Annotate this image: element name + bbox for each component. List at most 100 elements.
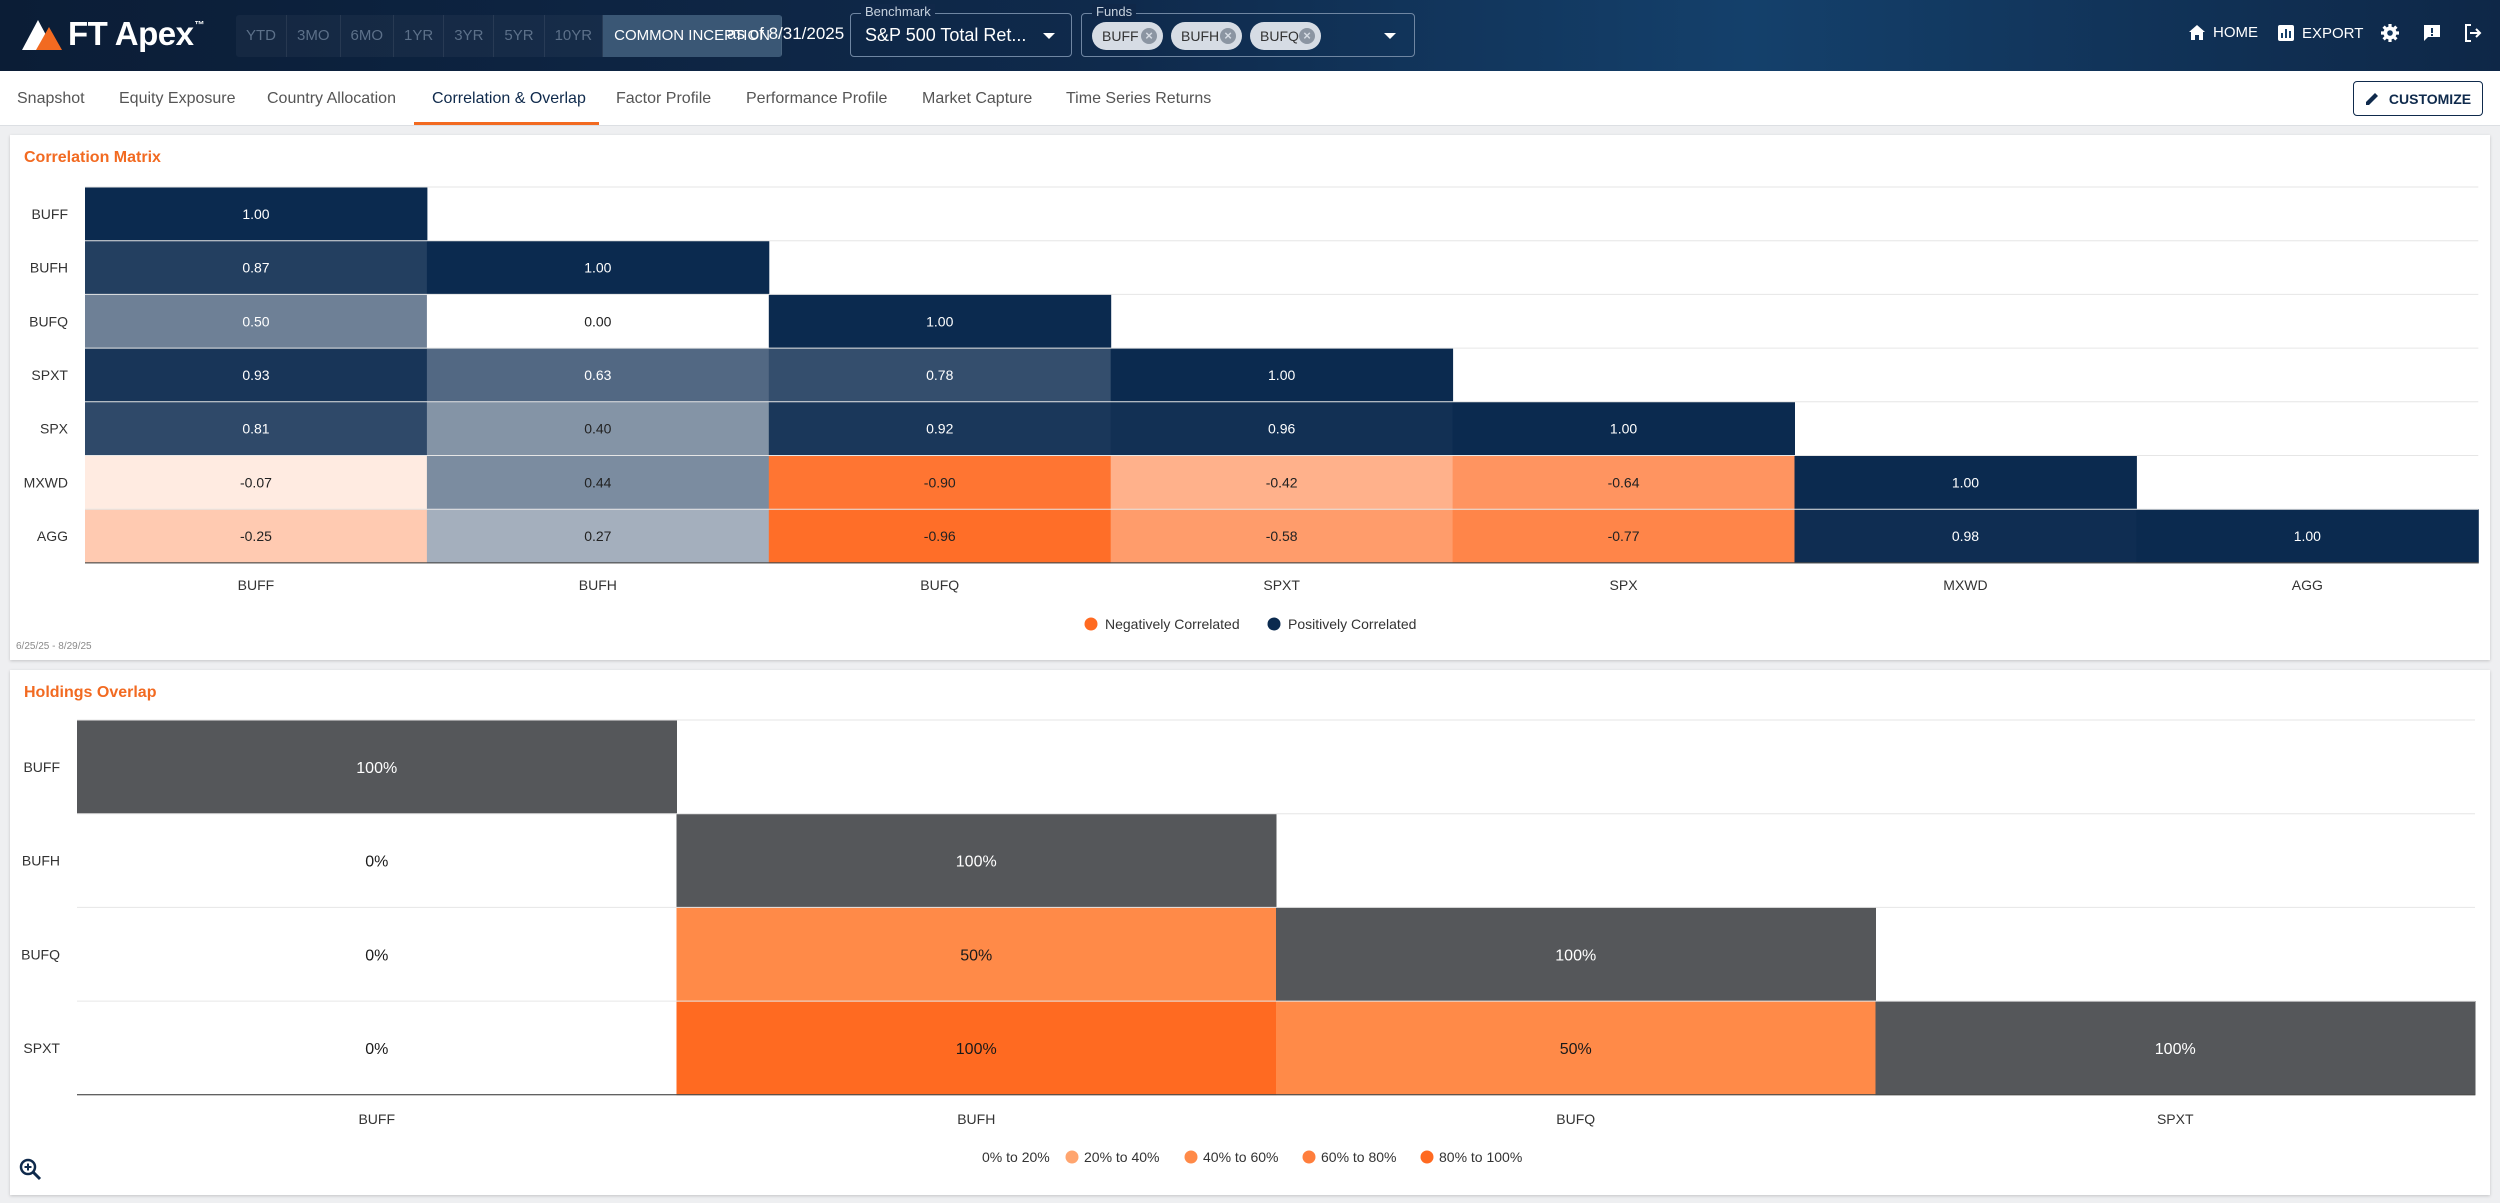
home-button[interactable]: HOME [2188,24,2258,41]
heatmap-cell [426,240,770,295]
period-3yr[interactable]: 3YR [444,15,495,57]
cell-value: 100% [356,760,397,777]
cell-value: 0% [365,947,388,964]
benchmark-value: S&P 500 Total Ret... [865,25,1027,45]
logo-mountain-icon [22,20,62,50]
zoom-icon[interactable] [18,1157,42,1181]
benchmark-select[interactable]: Benchmark S&P 500 Total Ret... [850,4,1072,57]
chevron-down-icon[interactable] [1384,33,1396,39]
tab-market-capture[interactable]: Market Capture [922,90,1033,107]
tab-correlation-overlap[interactable]: Correlation & Overlap [432,90,586,107]
heatmap-cell [676,1001,1277,1096]
legend-marker [1184,1150,1198,1164]
column-label: BUFH [957,1111,995,1127]
remove-chip-icon[interactable]: × [1141,28,1157,44]
legend-marker [1420,1150,1434,1164]
export-label: EXPORT [2302,24,2364,42]
heatmap-cell [1452,509,1795,564]
cell-value: 0.44 [584,474,611,490]
top-bar: FT Apex ™ YTD 3MO 6MO 1YR 3YR 5YR 10YR COMMON I… [0,0,2500,71]
period-common-inception[interactable]: COMMON INCEPTION [603,15,782,57]
funds-label: Funds [1092,4,1137,19]
period-5yr[interactable]: 5YR [494,15,545,57]
tab-performance-profile[interactable]: Performance Profile [746,90,888,107]
cell-value: 0.81 [242,421,269,437]
heatmap-cell [426,348,770,403]
funds-select[interactable]: Funds BUFF × BUFH × BUFQ × [1081,4,1415,57]
chevron-down-icon[interactable] [1043,33,1055,39]
heatmap-cell [1110,348,1454,403]
heatmap-cell [85,509,428,564]
export-button[interactable]: EXPORT [2277,24,2363,42]
date-range: 6/25/25 - 8/29/25 [16,641,92,652]
cell-value: 0.63 [584,367,611,383]
remove-chip-icon[interactable]: × [1299,28,1315,44]
fund-chip[interactable]: BUFQ × [1250,22,1321,50]
feedback-icon[interactable] [2422,23,2442,43]
cell-value: 50% [1560,1041,1592,1058]
period-ytd[interactable]: YTD [236,15,287,57]
home-icon [2189,25,2205,40]
heatmap-cell [1276,907,1876,1002]
period-6mo[interactable]: 6MO [340,15,395,57]
row-label: BUFH [22,853,60,869]
legend-label: Positively Correlated [1288,616,1416,632]
period-3mo[interactable]: 3MO [287,15,341,57]
customize-button[interactable]: CUSTOMIZE [2353,81,2483,116]
logout-icon[interactable] [2463,23,2483,43]
cell-value: 100% [956,1041,997,1058]
cell-value: -0.25 [240,528,272,544]
heatmap-cell [1794,455,2137,510]
cell-value: 1.00 [584,260,611,276]
cell-value: 0.27 [584,528,611,544]
period-1yr[interactable]: 1YR [394,15,445,57]
row-label: SPXT [31,367,68,383]
row-label: SPX [40,421,69,437]
column-label: SPXT [1263,577,1300,593]
cell-value: 0.98 [1952,528,1979,544]
tab-equity-exposure[interactable]: Equity Exposure [119,90,236,107]
cell-value: 0.00 [584,313,611,329]
row-label: BUFF [31,206,68,222]
row-label: SPXT [23,1040,60,1056]
remove-chip-icon[interactable]: × [1220,28,1236,44]
logo-trademark: ™ [194,20,205,31]
cell-value: 100% [1555,947,1596,964]
fund-chip-label: BUFQ [1260,28,1299,44]
export-icon [2278,25,2294,41]
heatmap-cell [77,907,677,1002]
period-selector: YTD 3MO 6MO 1YR 3YR 5YR 10YR COMMON INCEPTION [236,15,782,57]
heatmap-cell [426,401,770,456]
correlation-title: Correlation Matrix [24,149,161,166]
cell-value: 1.00 [1610,421,1637,437]
period-10yr[interactable]: 10YR [544,15,604,57]
fund-chip[interactable]: BUFH × [1171,22,1242,50]
logo[interactable]: FT Apex ™ [22,14,204,54]
heatmap-cell [426,455,770,510]
gear-icon[interactable] [2380,23,2400,43]
heatmap-cell [1875,1001,2476,1096]
heatmap-cell [77,813,677,908]
tab-time-series-returns[interactable]: Time Series Returns [1066,90,1212,107]
fund-chip[interactable]: BUFF × [1092,22,1163,50]
heatmap-cell [77,720,677,815]
tab-snapshot[interactable]: Snapshot [17,90,85,107]
legend-label: 40% to 60% [1203,1149,1279,1165]
heatmap-cell [85,401,428,456]
tab-factor-profile[interactable]: Factor Profile [616,90,712,107]
row-label: BUFF [23,759,60,775]
column-label: BUFF [238,577,275,593]
heatmap-cell [1110,401,1454,456]
logo-text: FT Apex [68,15,194,52]
column-label: AGG [2292,577,2323,593]
as-of-date: as of 8/31/2025 [727,24,845,43]
overlap-panel: Holdings Overlap 100% 0% 100% 0% 50% 100% 0% 10… [10,670,2490,1195]
active-tab-indicator [414,122,599,125]
heatmap-cell [676,907,1277,1002]
cell-value: -0.77 [1608,528,1640,544]
tab-country-allocation[interactable]: Country Allocation [267,90,396,107]
column-label: BUFQ [1556,1111,1595,1127]
heatmap-cell [85,348,428,403]
customize-label: CUSTOMIZE [2388,90,2472,107]
heatmap-cell [768,401,1112,456]
